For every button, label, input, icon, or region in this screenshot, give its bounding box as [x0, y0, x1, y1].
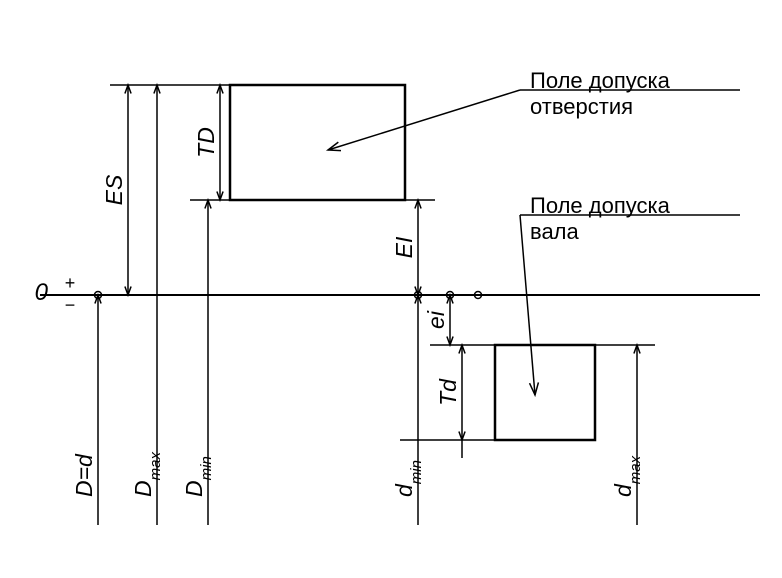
dim-TD: TD — [193, 127, 219, 158]
dim-EI: EI — [391, 236, 417, 258]
svg-text:dmax: dmax — [610, 455, 644, 497]
svg-text:dmin: dmin — [391, 460, 425, 497]
dim-dmin: dmin — [391, 460, 425, 497]
svg-text:Dmin: Dmin — [181, 456, 215, 497]
svg-text:EI: EI — [391, 236, 417, 258]
svg-text:ei: ei — [423, 310, 449, 329]
shaft-callout-label: вала — [530, 219, 580, 244]
dim-Dd: D=d — [71, 453, 97, 497]
dim-ES: ES — [101, 174, 127, 205]
dim-Dmin: Dmin — [181, 456, 215, 497]
shaft-callout-label: Поле допуска — [530, 193, 671, 218]
shaft-tolerance-zone — [495, 345, 595, 440]
tolerance-diagram: 0+−Поле допускаотверстияПоле допускавала… — [0, 0, 782, 578]
svg-text:D=d: D=d — [71, 453, 97, 497]
dim-Td: Td — [435, 378, 461, 406]
dim-Dmax: Dmax — [130, 452, 164, 497]
hole-callout-label: Поле допуска — [530, 68, 671, 93]
svg-text:−: − — [65, 295, 76, 315]
dim-ei: ei — [423, 310, 449, 329]
svg-text:Td: Td — [435, 378, 461, 406]
svg-text:ES: ES — [101, 174, 127, 205]
svg-text:+: + — [65, 273, 76, 293]
svg-text:TD: TD — [193, 127, 219, 158]
hole-tolerance-zone — [230, 85, 405, 200]
dim-dmax: dmax — [610, 455, 644, 497]
hole-callout-label: отверстия — [530, 94, 633, 119]
svg-text:Dmax: Dmax — [130, 452, 164, 497]
svg-text:0: 0 — [35, 279, 49, 306]
